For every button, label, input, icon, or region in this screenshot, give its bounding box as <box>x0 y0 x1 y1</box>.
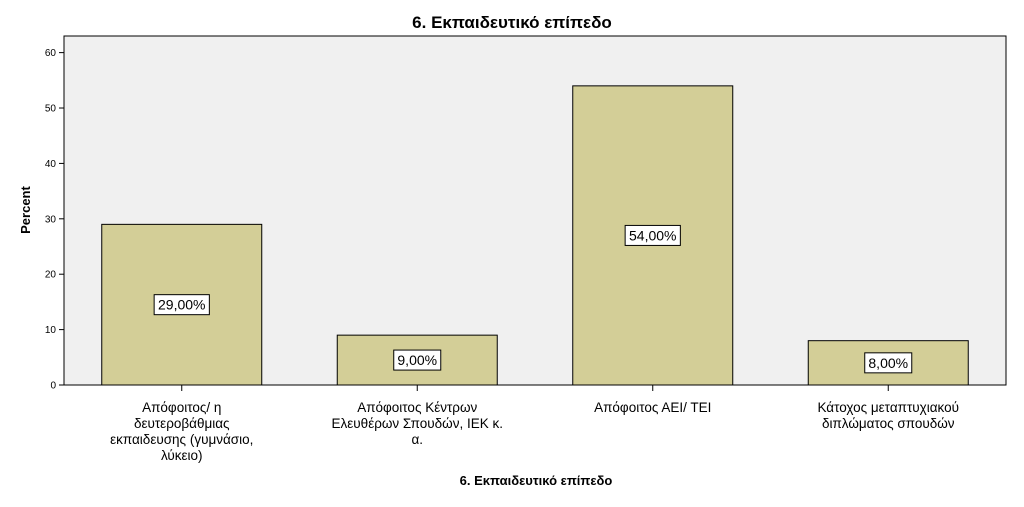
y-axis-title: Percent <box>18 185 33 233</box>
x-tick-label-line: Απόφοιτος ΑΕΙ/ ΤΕΙ <box>594 400 711 415</box>
chart-title: 6. Εκπαιδευτικό επίπεδο <box>412 13 612 32</box>
data-label: 8,00% <box>868 355 908 371</box>
data-label-box <box>624 224 681 246</box>
y-tick-label: 60 <box>45 48 57 59</box>
data-label: 9,00% <box>397 352 437 368</box>
x-tick-label-line: Κάτοχος μεταπτυχιακού <box>817 400 959 415</box>
y-tick-label: 20 <box>45 270 57 281</box>
x-tick-label-line: Απόφοιτος Κέντρων <box>357 400 477 415</box>
x-tick-label-line: α. <box>411 432 423 447</box>
data-label: 29,00% <box>158 297 205 313</box>
y-tick-label: 50 <box>45 104 57 115</box>
bars-group: 29,00% 9,00% 54,00% 8,00% <box>101 85 969 386</box>
x-tick-label: Απόφοιτος/ η δευτεροβάθμιας εκπαιδευσης (γ… <box>110 400 253 463</box>
data-label: 54,00% <box>629 227 676 243</box>
x-tick-label-line: διπλώματος σπουδών <box>822 416 955 431</box>
x-tick-label: Απόφοιτος ΑΕΙ/ ΤΕΙ <box>594 400 711 415</box>
x-tick-label: Απόφοιτος Κέντρων Ελευθέρων Σπουδών, ΙΕΚ … <box>332 400 503 447</box>
x-tick-label: Κάτοχος μεταπτυχιακού διπλώματος σπουδών <box>817 400 959 431</box>
data-label-box <box>864 352 913 374</box>
data-label-box <box>153 294 210 316</box>
y-tick-label: 10 <box>45 325 57 336</box>
x-tick-label-line: εκπαιδευσης (γυμνάσιο, <box>110 432 253 447</box>
x-tick-label-line: δευτεροβάθμιας <box>134 416 230 431</box>
data-label-box <box>393 349 442 371</box>
x-axis-title: 6. Εκπαιδευτικό επίπεδο <box>460 473 613 488</box>
x-tick-label-line: Ελευθέρων Σπουδών, ΙΕΚ κ. <box>332 416 503 431</box>
y-tick-label: 0 <box>50 381 56 392</box>
y-axis: 0 10 20 30 40 50 60 <box>45 48 64 392</box>
y-tick-label: 30 <box>45 214 57 225</box>
x-axis: Απόφοιτος/ η δευτεροβάθμιας εκπαιδευσης (γ… <box>110 385 959 463</box>
x-tick-label-line: Απόφοιτος/ η <box>142 400 221 415</box>
x-tick-label-line: λύκειο) <box>161 448 203 463</box>
y-tick-label: 40 <box>45 159 57 170</box>
